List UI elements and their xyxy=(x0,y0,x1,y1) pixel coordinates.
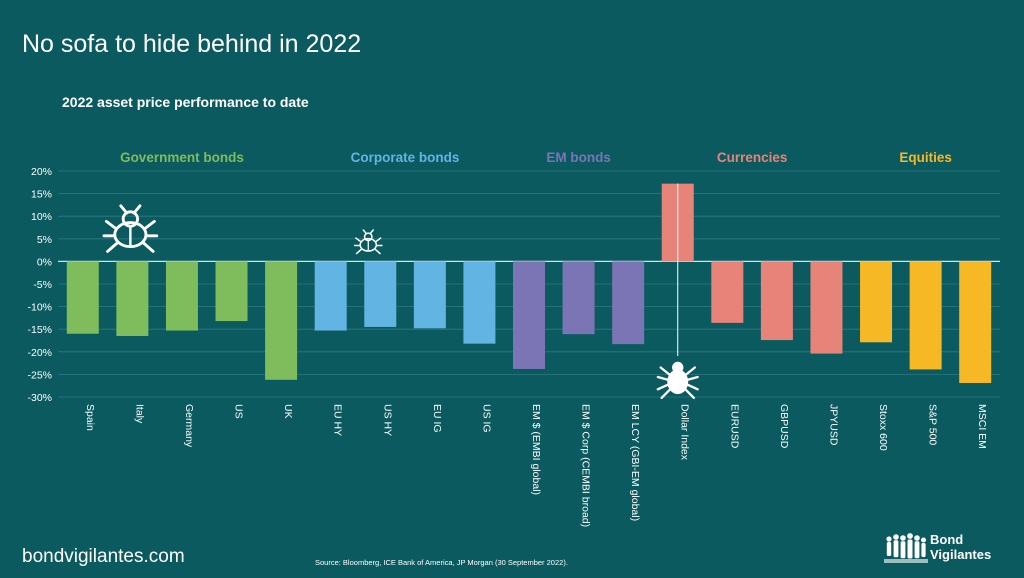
x-tick-label: EM $ (EMBI global) xyxy=(530,404,542,495)
y-tick-label: -10% xyxy=(27,302,52,314)
bar xyxy=(215,261,248,322)
bar xyxy=(513,261,545,369)
spider-icon xyxy=(656,361,699,400)
x-tick-label: EU HY xyxy=(332,404,344,436)
y-tick-label: -5% xyxy=(33,279,52,291)
bar xyxy=(612,261,645,345)
bug-icon xyxy=(102,204,159,253)
bar xyxy=(860,261,893,343)
logo-line-1: Bond xyxy=(930,532,964,547)
y-tick-label: -30% xyxy=(27,392,52,404)
x-tick-label: US IG xyxy=(480,404,492,433)
bar xyxy=(463,261,496,344)
bar xyxy=(66,261,99,334)
x-tick-label: EM LCY (GBI-EM global) xyxy=(629,404,641,521)
x-tick-label: US HY xyxy=(381,404,393,436)
bar xyxy=(760,261,793,341)
x-tick-label: Spain xyxy=(84,404,96,431)
bar xyxy=(364,261,397,327)
x-tick-label: S&P 500 xyxy=(927,404,939,445)
y-tick-label: 0% xyxy=(37,256,52,268)
page-title: No sofa to hide behind in 2022 xyxy=(22,30,362,58)
group-label: EM bonds xyxy=(546,150,611,165)
y-tick-label: -15% xyxy=(27,324,52,336)
x-tick-label: Germany xyxy=(183,404,195,448)
bar-chart: Government bonds Corporate bonds EM bonds C… xyxy=(27,150,1000,527)
x-tick-label: Stoxx 600 xyxy=(877,404,889,451)
bond-vigilantes-logo: Bond Vigilantes xyxy=(884,530,1004,570)
bar xyxy=(711,261,744,323)
source-note: Source: Bloomberg, ICE Bank of America, … xyxy=(315,558,568,567)
x-tick-label: UK xyxy=(282,404,294,419)
bar xyxy=(909,261,942,370)
y-tick-label: 5% xyxy=(37,234,52,246)
bar xyxy=(265,261,298,380)
website-url[interactable]: bondvigilantes.com xyxy=(22,546,185,567)
group-label: Currencies xyxy=(717,150,788,165)
logo-line-2: Vigilantes xyxy=(930,547,992,562)
x-tick-label: EURUSD xyxy=(728,404,740,449)
bar xyxy=(959,261,992,383)
y-tick-label: -20% xyxy=(27,347,52,359)
bug-icon xyxy=(353,229,383,255)
group-label: Equities xyxy=(899,150,952,165)
y-tick-label: 15% xyxy=(31,189,52,201)
bar xyxy=(810,261,843,354)
x-tick-label: Italy xyxy=(133,404,145,424)
bar xyxy=(314,261,347,331)
group-label: Corporate bonds xyxy=(351,150,460,165)
x-tick-label: EM $ Corp (CEMBI broad) xyxy=(580,404,592,527)
group-label: Government bonds xyxy=(120,150,244,165)
bar xyxy=(165,261,198,331)
x-tick-label: MSCI EM xyxy=(976,404,988,449)
y-tick-label: 10% xyxy=(31,211,52,223)
bar xyxy=(413,261,446,329)
x-tick-label: JPYUSD xyxy=(827,404,839,446)
people-group-icon xyxy=(884,533,928,563)
x-tick-label: Dollar Index xyxy=(679,404,691,461)
x-tick-label: EU IG xyxy=(431,404,443,433)
bar xyxy=(116,261,149,336)
chart-title: 2022 asset price performance to date xyxy=(62,94,309,110)
bar xyxy=(562,261,595,335)
y-tick-label: -25% xyxy=(27,369,52,381)
x-tick-label: US xyxy=(233,404,245,419)
x-tick-label: GBPUSD xyxy=(778,404,790,449)
y-tick-label: 20% xyxy=(31,166,52,178)
